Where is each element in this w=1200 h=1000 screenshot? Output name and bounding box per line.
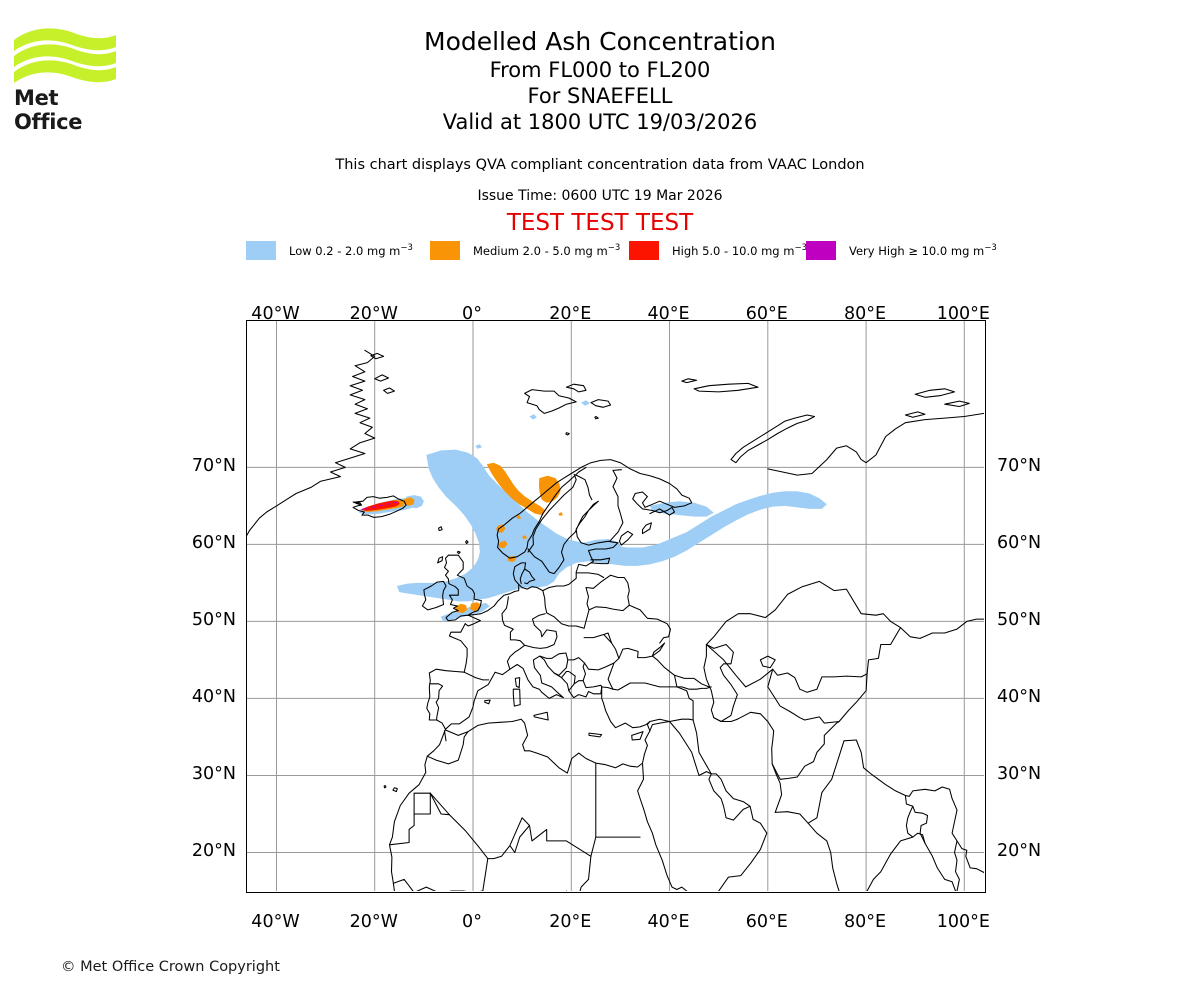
y-axis-tick-label-left-0: 20°N: [191, 841, 236, 862]
x-axis-tick-label-top-6: 80°E: [844, 304, 887, 324]
y-axis-tick-label-right-0: 20°N: [997, 841, 1042, 862]
y-axis-tick-label-left-4: 60°N: [191, 533, 236, 554]
y-axis-tick-label-left-5: 70°N: [191, 456, 236, 477]
y-axis-tick-label-right-4: 60°N: [997, 533, 1042, 554]
x-axis-tick-label-bottom-0: 40°W: [251, 912, 300, 932]
y-axis-tick-label-left-1: 30°N: [191, 764, 236, 785]
x-axis-tick-label-bottom-6: 80°E: [844, 912, 887, 932]
x-axis-tick-label-top-7: 100°E: [936, 304, 990, 324]
legend-item-2: High 5.0 - 10.0 mg m−3: [629, 240, 807, 260]
title-volcano: For SNAEFELL: [527, 84, 673, 108]
map-gridlines: [247, 321, 984, 891]
map-coastlines: [247, 349, 984, 891]
legend-label-1: Medium 2.0 - 5.0 mg m−3: [473, 242, 621, 258]
met-office-wordmark: Met Office: [14, 86, 83, 134]
met-office-logo: Met Office: [12, 24, 132, 134]
ash-contour-very-high: [360, 501, 399, 511]
x-axis-tick-label-bottom-2: 0°: [462, 912, 482, 932]
y-axis-tick-label-right-2: 40°N: [997, 687, 1042, 708]
y-axis-tick-label-left-2: 40°N: [191, 687, 236, 708]
legend-label-0: Low 0.2 - 2.0 mg m−3: [289, 242, 413, 258]
legend-swatch-1: [430, 240, 460, 260]
copyright-notice: © Met Office Crown Copyright: [61, 959, 280, 975]
qva-note: This chart displays QVA compliant concen…: [335, 157, 865, 173]
x-axis-tick-label-top-3: 20°E: [549, 304, 592, 324]
x-axis-tick-label-bottom-7: 100°E: [936, 912, 990, 932]
ash-concentration-map: [247, 321, 984, 891]
x-axis-tick-label-bottom-5: 60°E: [745, 912, 788, 932]
title-valid-time: Valid at 1800 UTC 19/03/2026: [442, 110, 758, 134]
legend-swatch-3: [806, 240, 836, 260]
map-container: [246, 320, 986, 893]
x-axis-tick-label-bottom-3: 20°E: [549, 912, 592, 932]
legend-item-1: Medium 2.0 - 5.0 mg m−3: [430, 240, 620, 260]
x-axis-tick-label-top-5: 60°E: [745, 304, 788, 324]
map-plot-frame: [246, 320, 986, 893]
page-title: Modelled Ash Concentration: [424, 27, 776, 56]
concentration-legend: Low 0.2 - 2.0 mg m−3 Medium 2.0 - 5.0 mg …: [246, 240, 997, 260]
test-banner: TEST TEST TEST: [506, 210, 694, 236]
chart-note-block: This chart displays QVA compliant concen…: [0, 155, 1200, 237]
issue-time: Issue Time: 0600 UTC 19 Mar 2026: [477, 188, 723, 204]
x-axis-tick-label-top-2: 0°: [462, 304, 482, 324]
legend-label-3: Very High ≥ 10.0 mg m−3: [849, 242, 997, 258]
legend-label-2: High 5.0 - 10.0 mg m−3: [672, 242, 807, 258]
legend-swatch-2: [629, 240, 659, 260]
legend-swatch-0: [246, 240, 276, 260]
chart-title-block: Modelled Ash Concentration From FL000 to…: [0, 26, 1200, 135]
title-flight-levels: From FL000 to FL200: [489, 58, 711, 82]
legend-item-0: Low 0.2 - 2.0 mg m−3: [246, 240, 413, 260]
y-axis-tick-label-right-5: 70°N: [997, 456, 1042, 477]
y-axis-tick-label-right-1: 30°N: [997, 764, 1042, 785]
y-axis-tick-label-right-3: 50°N: [997, 610, 1042, 631]
x-axis-tick-label-top-0: 40°W: [251, 304, 300, 324]
met-office-wave-mark: [14, 28, 116, 83]
x-axis-tick-label-bottom-4: 40°E: [647, 912, 690, 932]
x-axis-tick-label-top-4: 40°E: [647, 304, 690, 324]
x-axis-tick-label-top-1: 20°W: [349, 304, 398, 324]
legend-item-3: Very High ≥ 10.0 mg m−3: [806, 240, 997, 260]
y-axis-tick-label-left-3: 50°N: [191, 610, 236, 631]
x-axis-tick-label-bottom-1: 20°W: [349, 912, 398, 932]
